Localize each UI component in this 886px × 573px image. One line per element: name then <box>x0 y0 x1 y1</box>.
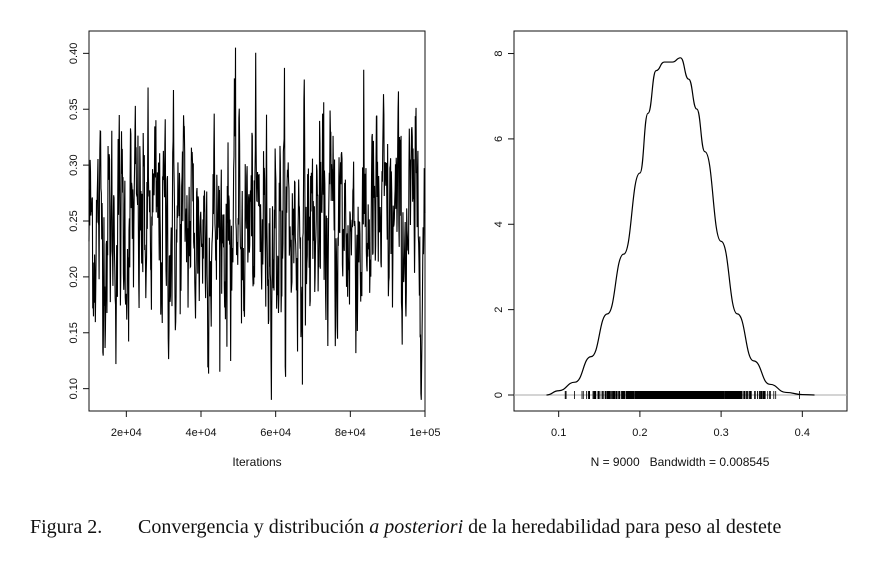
trace-y-axis: 0.10 0.15 0.20 0.25 0.30 0.35 0.40 <box>68 43 89 399</box>
trace-plot: 0.10 0.15 0.20 0.25 0.30 0.35 0.40 2e+04 4e+04 6… <box>68 30 441 469</box>
density-curve <box>546 57 815 396</box>
density-x-axis: 0.1 0.2 0.3 0.4 <box>551 411 810 439</box>
density-plot-frame <box>513 30 848 412</box>
caption-italic: a posteriori <box>369 516 464 538</box>
trace-x-tick-label: 4e+04 <box>186 427 217 439</box>
caption-text-before: Convergencia y distribución <box>138 516 370 538</box>
density-rug-ticks <box>564 391 800 399</box>
trace-x-tick-label: 8e+04 <box>335 427 366 439</box>
trace-y-tick-label: 0.40 <box>68 43 80 64</box>
density-y-tick-label: 6 <box>493 136 505 142</box>
density-x-tick-label: 0.2 <box>632 427 647 439</box>
trace-y-tick-label: 0.15 <box>68 322 80 343</box>
density-y-axis: 0 2 4 6 8 <box>493 50 514 398</box>
trace-y-tick-label: 0.20 <box>68 266 80 287</box>
density-x-tick-label: 0.4 <box>795 427 810 439</box>
density-y-tick-label: 2 <box>493 307 505 313</box>
trace-x-tick-label: 6e+04 <box>260 427 291 439</box>
density-y-tick-label: 0 <box>493 392 505 398</box>
trace-series-line <box>88 47 426 400</box>
trace-x-tick-label: 1e+05 <box>410 427 441 439</box>
trace-y-tick-label: 0.25 <box>68 210 80 231</box>
caption-number: Figura 2. <box>30 516 103 538</box>
trace-x-label: Iterations <box>232 455 281 469</box>
density-rug <box>564 391 800 399</box>
trace-y-tick-label: 0.35 <box>68 99 80 120</box>
density-x-tick-label: 0.3 <box>713 427 728 439</box>
trace-x-tick-label: 2e+04 <box>111 427 142 439</box>
density-y-tick-label: 4 <box>493 221 505 227</box>
density-x-tick-label: 0.1 <box>551 427 566 439</box>
figure-caption: Figura 2. Convergencia y distribución a p… <box>30 516 781 539</box>
trace-x-axis: 2e+04 4e+04 6e+04 8e+04 1e+05 <box>111 411 441 439</box>
density-y-tick-label: 8 <box>493 50 505 56</box>
trace-y-tick-label: 0.30 <box>68 154 80 175</box>
caption-text-after: de la heredabilidad para peso al destete <box>463 516 782 538</box>
trace-y-tick-label: 0.10 <box>68 378 80 399</box>
density-plot: 0 2 4 6 8 0.1 0.2 0.3 0.4 N = 9000 Bandwidth = … <box>493 30 848 469</box>
density-x-label: N = 9000 Bandwidth = 0.008545 <box>591 455 770 469</box>
